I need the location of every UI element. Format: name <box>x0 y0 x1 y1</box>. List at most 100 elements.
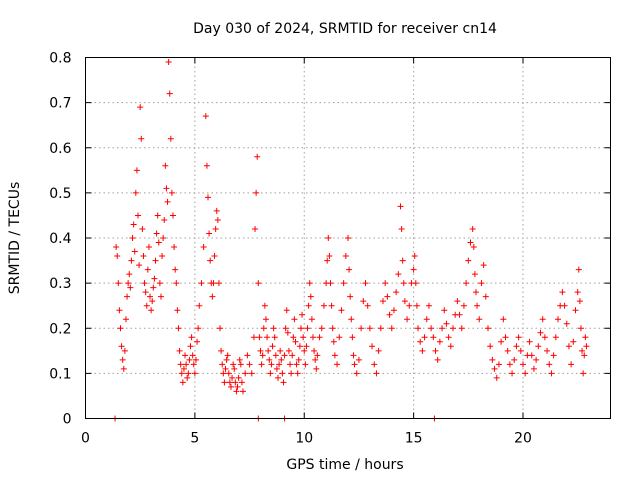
data-point <box>581 352 588 359</box>
data-point <box>217 325 224 332</box>
data-point <box>185 370 192 377</box>
data-point <box>183 361 190 368</box>
y-axis-label: SRMTID / TECUs <box>7 182 23 295</box>
data-point <box>348 316 355 323</box>
data-point <box>166 90 173 97</box>
data-point <box>300 334 307 341</box>
data-point <box>116 307 123 314</box>
data-point <box>520 361 526 368</box>
data-point <box>258 361 265 368</box>
data-point <box>338 307 345 314</box>
data-point <box>187 343 194 350</box>
data-point <box>272 352 279 359</box>
data-point <box>186 356 193 363</box>
data-point <box>353 370 360 377</box>
data-point <box>471 271 478 278</box>
data-point <box>284 329 291 336</box>
data-point <box>555 316 561 323</box>
x-tick-label: 10 <box>295 431 313 447</box>
data-point <box>189 352 196 359</box>
data-point <box>580 370 587 377</box>
data-point <box>143 302 150 309</box>
data-point <box>384 293 391 300</box>
data-point <box>192 356 199 363</box>
data-point <box>149 298 156 305</box>
data-point <box>369 343 376 350</box>
data-point <box>265 347 272 354</box>
data-point <box>325 235 332 241</box>
data-point <box>140 253 147 260</box>
data-point <box>482 293 489 300</box>
data-point <box>231 365 238 372</box>
data-point <box>390 307 397 314</box>
data-point <box>413 302 420 309</box>
data-point <box>447 343 454 350</box>
data-point <box>190 361 197 368</box>
data-point <box>141 280 148 287</box>
data-point <box>136 262 143 269</box>
data-point <box>574 289 581 296</box>
data-point <box>281 352 288 359</box>
data-point <box>425 302 432 309</box>
data-point <box>331 352 338 359</box>
data-point <box>271 334 278 341</box>
data-point <box>148 307 155 314</box>
data-point <box>244 352 251 359</box>
data-point <box>456 311 463 318</box>
data-point <box>125 280 132 287</box>
data-point <box>250 334 257 341</box>
data-point <box>526 338 533 345</box>
data-point <box>173 280 180 287</box>
y-tick-label: 0.7 <box>49 96 71 112</box>
data-point <box>415 325 421 332</box>
data-point <box>206 230 213 237</box>
data-point <box>226 379 233 386</box>
data-point <box>167 135 174 142</box>
data-point <box>164 198 171 205</box>
data-point <box>248 370 255 377</box>
data-point <box>347 293 354 300</box>
data-point <box>478 280 485 287</box>
data-point <box>313 365 320 372</box>
data-point <box>568 361 575 368</box>
data-point <box>288 370 295 377</box>
data-point <box>546 361 553 368</box>
data-point <box>480 262 487 269</box>
data-point <box>266 356 273 363</box>
data-point <box>285 347 292 354</box>
data-point <box>234 383 241 390</box>
data-point <box>221 379 228 386</box>
data-point <box>275 374 281 381</box>
data-point <box>493 374 500 381</box>
data-point <box>572 307 579 314</box>
data-point <box>398 225 405 232</box>
data-point <box>142 289 149 296</box>
data-point <box>467 239 474 246</box>
data-point <box>349 334 356 341</box>
data-point <box>139 225 146 232</box>
data-point <box>579 347 586 354</box>
data-point <box>511 356 518 363</box>
data-point <box>320 302 327 309</box>
data-point <box>582 334 589 341</box>
data-point <box>151 275 158 282</box>
data-point <box>135 212 141 219</box>
data-point <box>570 338 577 345</box>
data-point <box>528 352 535 359</box>
data-point <box>170 212 176 219</box>
data-point <box>205 194 211 201</box>
data-point <box>463 280 470 287</box>
data-point <box>474 302 481 309</box>
data-point <box>472 289 479 296</box>
data-point <box>137 104 144 111</box>
y-tick-label: 0.8 <box>49 51 71 67</box>
data-point <box>362 280 369 287</box>
data-point <box>121 347 128 354</box>
data-point <box>458 325 465 332</box>
data-point <box>119 356 126 363</box>
data-point <box>364 302 371 309</box>
chart-title: Day 030 of 2024, SRMTID for receiver cn1… <box>193 21 497 37</box>
data-point <box>133 167 140 174</box>
data-point <box>470 244 477 251</box>
